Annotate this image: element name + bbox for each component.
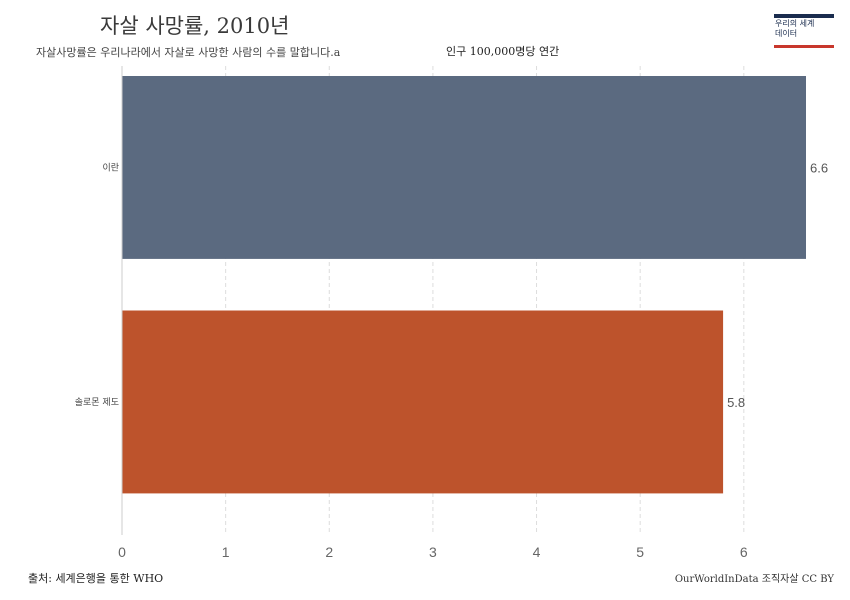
data-label: 6.6 [810,160,828,175]
x-tick-label: 0 [118,544,126,560]
x-tick-label: 3 [429,544,437,560]
x-tick-label: 6 [740,544,748,560]
x-tick-label: 1 [222,544,230,560]
data-label: 5.8 [727,395,745,410]
bar [122,310,724,494]
chart-title: 자살 사망률, 2010년 [100,14,290,38]
unit-label: 인구 100,000명당 연간 [446,45,560,58]
source-note[interactable]: 출처: 세계은행을 통한 WHO [28,572,164,585]
license-note[interactable]: OurWorldInData 조직자살 CC BY [674,574,834,585]
category-label: 솔로몬 제도 [75,397,119,408]
category-label: 이란 [102,161,119,173]
chart-subtitle: 자살사망률은 우리나라에서 자살로 사망한 사람의 수를 말합니다.a [36,46,341,59]
x-tick-label: 5 [636,544,644,560]
owid-logo[interactable]: 우리의 세계 데이터 [774,14,834,48]
bar [122,76,806,259]
x-tick-label: 2 [325,544,333,560]
logo-text: 우리의 세계 데이터 [775,19,815,38]
x-tick-label: 4 [533,544,541,560]
